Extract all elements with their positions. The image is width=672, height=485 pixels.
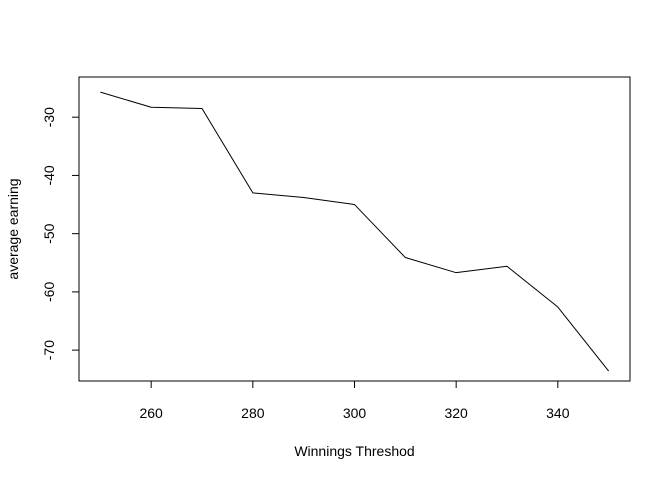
x-tick-label: 340 <box>546 405 570 421</box>
y-tick-label: -40 <box>41 165 57 185</box>
x-tick-label: 300 <box>343 405 367 421</box>
y-tick-label: -70 <box>41 340 57 360</box>
x-axis: 260 280 300 320 340 <box>139 380 570 421</box>
series-line <box>100 91 610 372</box>
x-tick-label: 280 <box>241 405 265 421</box>
y-tick-label: -30 <box>41 107 57 127</box>
y-tick-label: -50 <box>41 223 57 243</box>
y-axis: -30 -40 -50 -60 -70 <box>41 107 80 360</box>
y-tick-label: -60 <box>41 282 57 302</box>
x-axis-label: Winnings Threshod <box>294 443 414 459</box>
plot-box <box>78 76 631 382</box>
series-layer <box>100 91 610 372</box>
x-tick-label: 320 <box>444 405 468 421</box>
x-tick-label: 260 <box>139 405 163 421</box>
y-axis-label: average earning <box>5 178 21 279</box>
